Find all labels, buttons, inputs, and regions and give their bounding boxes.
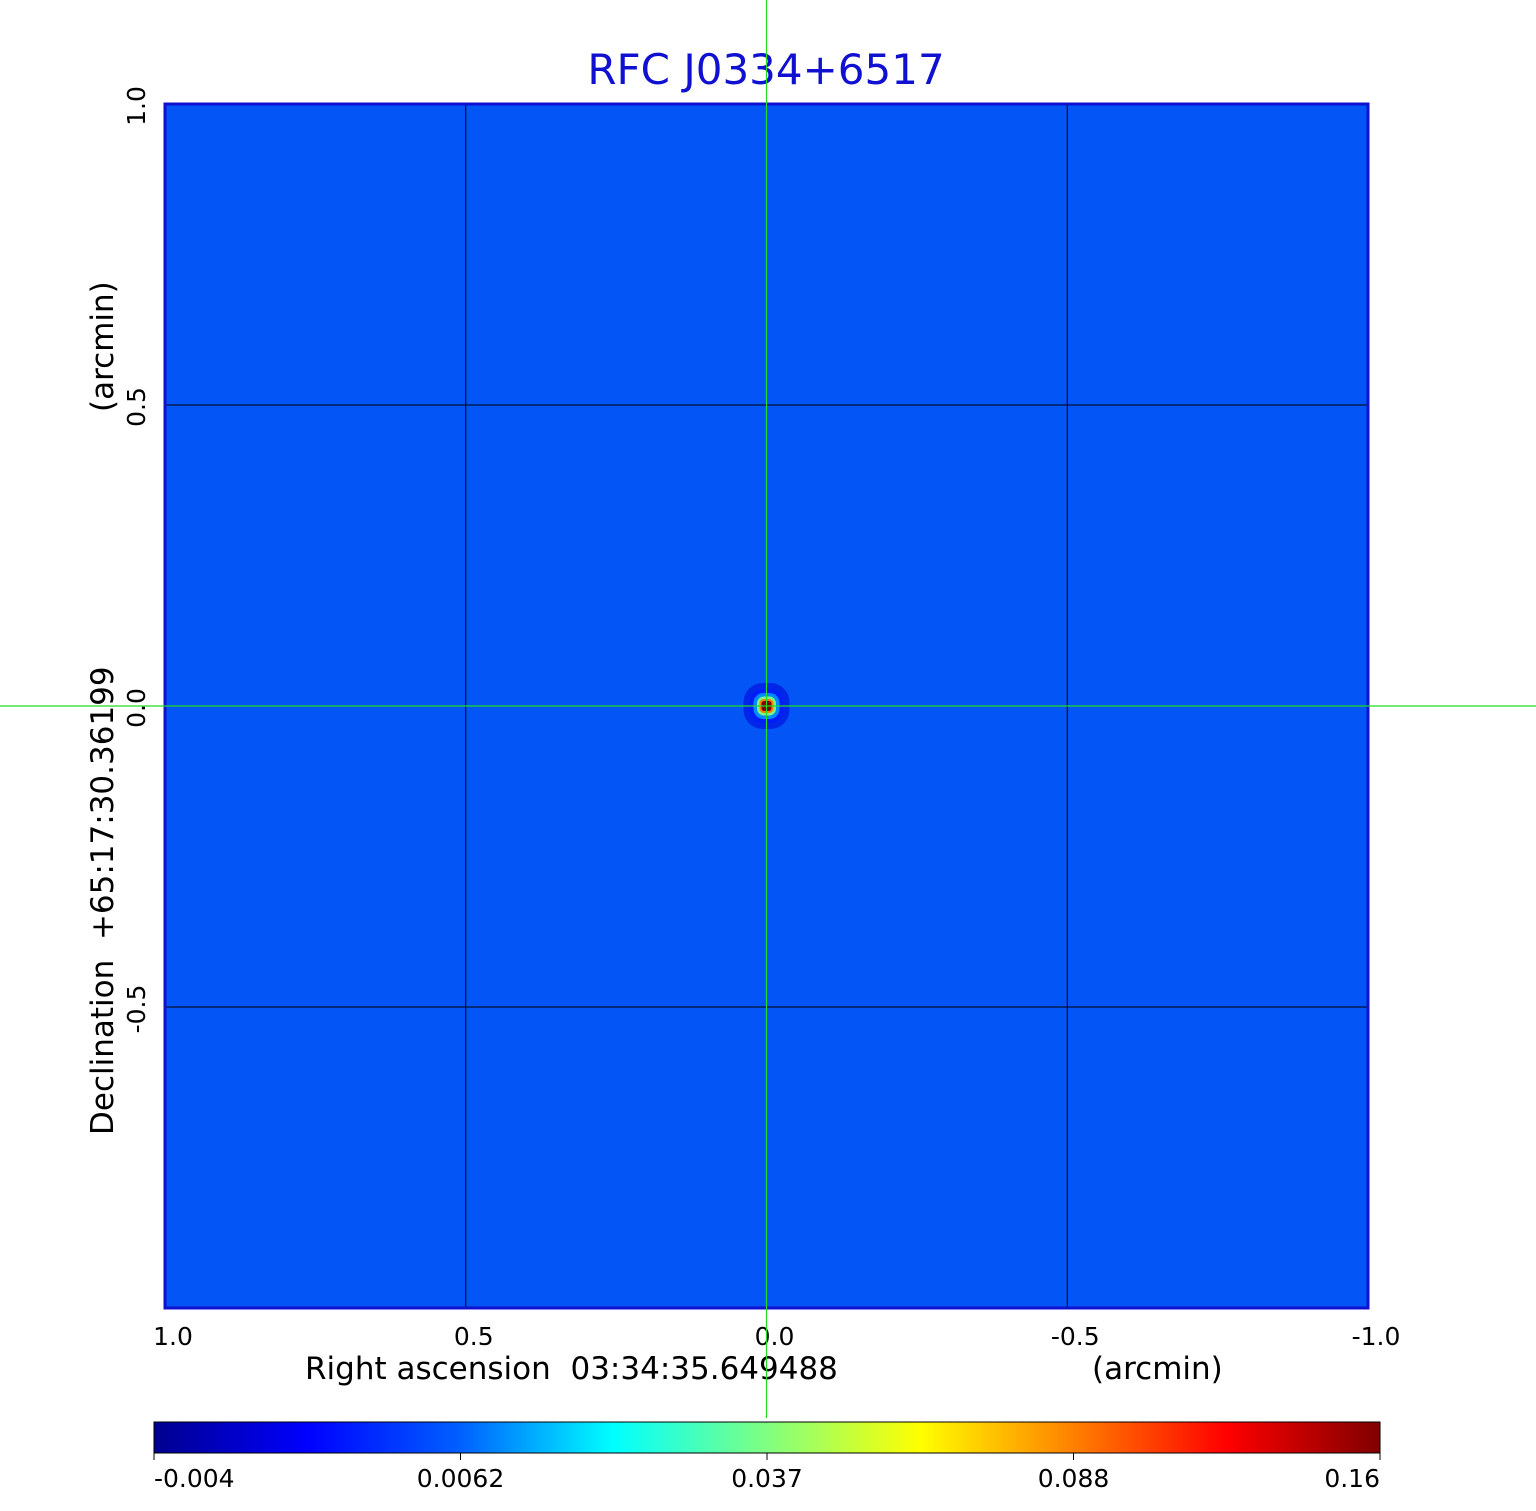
x-axis-label: Right ascension 03:34:35.649488 — [305, 1351, 838, 1387]
colorbar-tick-label: 0.0062 — [417, 1464, 504, 1493]
colorbar-tick-label: -0.004 — [154, 1464, 235, 1493]
y-axis-ticks: -0.5 0.0 0.5 1.0 — [122, 86, 151, 1033]
x-axis-unit: (arcmin) — [1092, 1351, 1223, 1387]
y-axis-unit: (arcmin) — [85, 281, 121, 412]
x-tick-label: 0.0 — [755, 1322, 795, 1351]
colorbar-tick-label: 0.037 — [731, 1464, 803, 1493]
crosshair — [0, 0, 1536, 1418]
x-tick-label: -0.5 — [1051, 1322, 1100, 1351]
y-tick-label: -0.5 — [122, 985, 151, 1034]
x-axis-ticks: 1.0 0.5 0.0 -0.5 -1.0 — [153, 1322, 1400, 1351]
x-tick-label: -1.0 — [1352, 1322, 1401, 1351]
colorbar-gradient — [153, 1421, 1381, 1454]
y-tick-label: 0.5 — [122, 387, 151, 427]
y-axis-label: Declination +65:17:30.36199 — [85, 666, 121, 1135]
colorbar-tick-label: 0.16 — [1324, 1464, 1380, 1493]
colorbar-ticks: -0.004 0.0062 0.037 0.088 0.16 — [153, 1453, 1381, 1493]
colorbar-tick-label: 0.088 — [1038, 1464, 1110, 1493]
colorbar: -0.004 0.0062 0.037 0.088 0.16 — [153, 1421, 1381, 1493]
y-tick-label: 0.0 — [122, 688, 151, 728]
x-tick-label: 1.0 — [153, 1322, 193, 1351]
x-tick-label: 0.5 — [454, 1322, 494, 1351]
y-tick-label: 1.0 — [122, 86, 151, 126]
